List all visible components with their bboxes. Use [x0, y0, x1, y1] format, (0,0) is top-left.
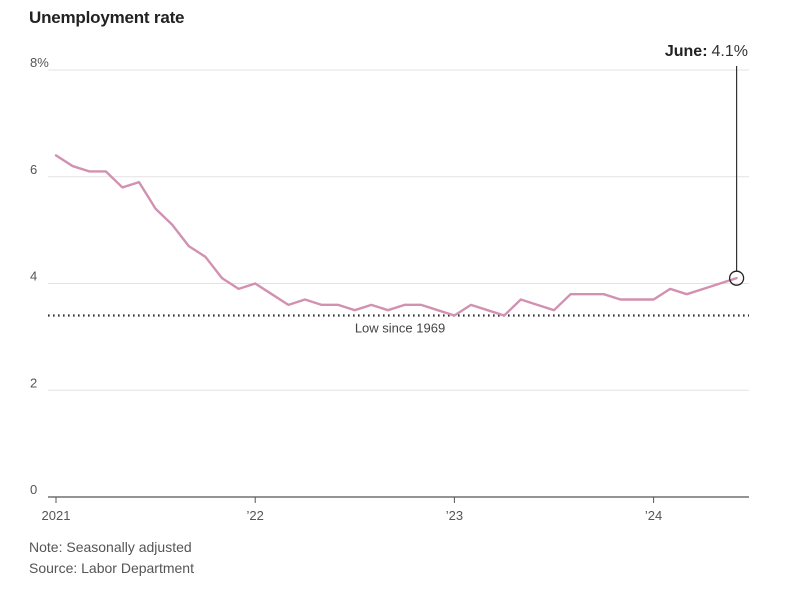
callout-month: June:	[665, 43, 708, 60]
series-line	[54, 154, 738, 317]
callout-label: June: 4.1%	[665, 43, 748, 60]
callout-marker	[728, 270, 745, 286]
x-tick-label: ’22	[247, 508, 264, 523]
x-tick-label: ’23	[446, 508, 463, 523]
y-tick-label: 0	[30, 482, 37, 497]
reference-label-bg	[350, 318, 450, 336]
callout-value: 4.1%	[712, 43, 748, 60]
y-tick-label: 6	[30, 162, 37, 177]
y-tick-label: 2	[30, 375, 37, 390]
y-axis-ticks: 0 2 4 6 8%	[30, 55, 49, 497]
gridlines	[48, 69, 749, 391]
x-tick-label: 2021	[42, 508, 71, 523]
series-group	[54, 154, 738, 317]
callout-group: June: 4.1%	[665, 43, 748, 286]
y-tick-label: 4	[30, 269, 37, 284]
x-tick-label: ’24	[645, 508, 662, 523]
reference-line-label: Low since 1969	[355, 321, 445, 336]
y-tick-label: 8%	[30, 55, 49, 70]
chart-title: Unemployment rate	[29, 8, 185, 27]
chart-note: Note: Seasonally adjusted	[29, 539, 192, 555]
chart-source: Source: Labor Department	[29, 560, 194, 576]
reference-line-group: Low since 1969	[48, 314, 749, 336]
x-axis: 2021 ’22 ’23 ’24	[42, 496, 749, 523]
